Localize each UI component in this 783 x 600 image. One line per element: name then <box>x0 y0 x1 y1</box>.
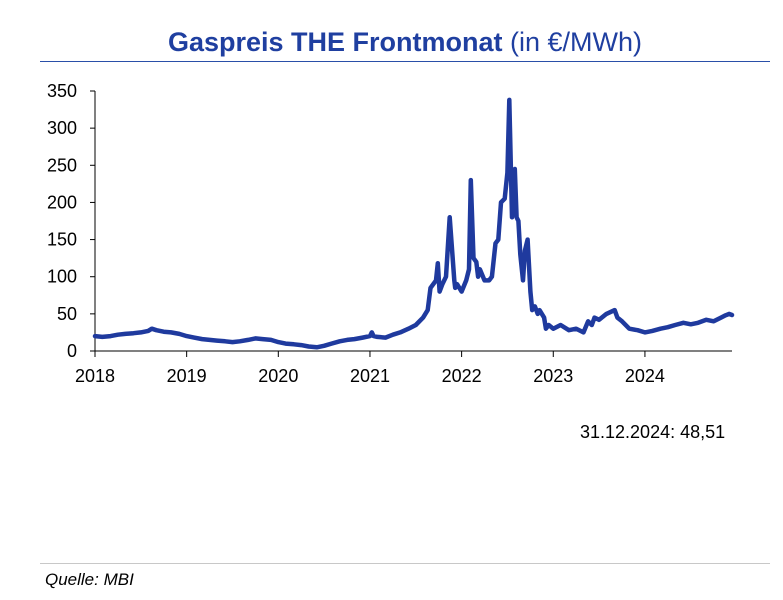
chart-title-main: Gaspreis THE Frontmonat <box>167 27 503 57</box>
x-tick-label: 2022 <box>442 366 482 386</box>
y-tick-label: 200 <box>47 192 77 212</box>
y-tick-label: 150 <box>47 230 77 250</box>
y-tick-label: 250 <box>47 155 77 175</box>
y-tick-label: 350 <box>47 81 77 101</box>
y-tick-label: 50 <box>57 304 77 324</box>
series-line-gaspreis <box>92 97 735 350</box>
x-tick-label: 2023 <box>533 366 573 386</box>
series-group <box>92 97 735 350</box>
x-axis: 2018 2019 2020 2021 2022 2023 2024 <box>75 350 732 386</box>
x-tick-label: 2020 <box>258 366 298 386</box>
x-tick-label: 2018 <box>75 366 115 386</box>
x-tick-label: 2019 <box>167 366 207 386</box>
y-tick-label: 300 <box>47 118 77 138</box>
footer-divider <box>40 563 770 564</box>
x-tick-label: 2021 <box>350 366 390 386</box>
last-value-annotation: 31.12.2024: 48,51 <box>580 422 726 442</box>
y-tick-label: 100 <box>47 267 77 287</box>
source-note: Quelle: MBI <box>45 570 134 589</box>
title-divider <box>40 61 770 62</box>
chart-title: Gaspreis THE Frontmonat (in €/MWh) <box>40 24 770 60</box>
y-axis: 0 50 100 150 200 250 300 350 <box>47 81 96 361</box>
chart-title-unit: (in €/MWh) <box>510 27 643 57</box>
y-tick-label: 0 <box>67 341 77 361</box>
x-tick-label: 2024 <box>625 366 665 386</box>
